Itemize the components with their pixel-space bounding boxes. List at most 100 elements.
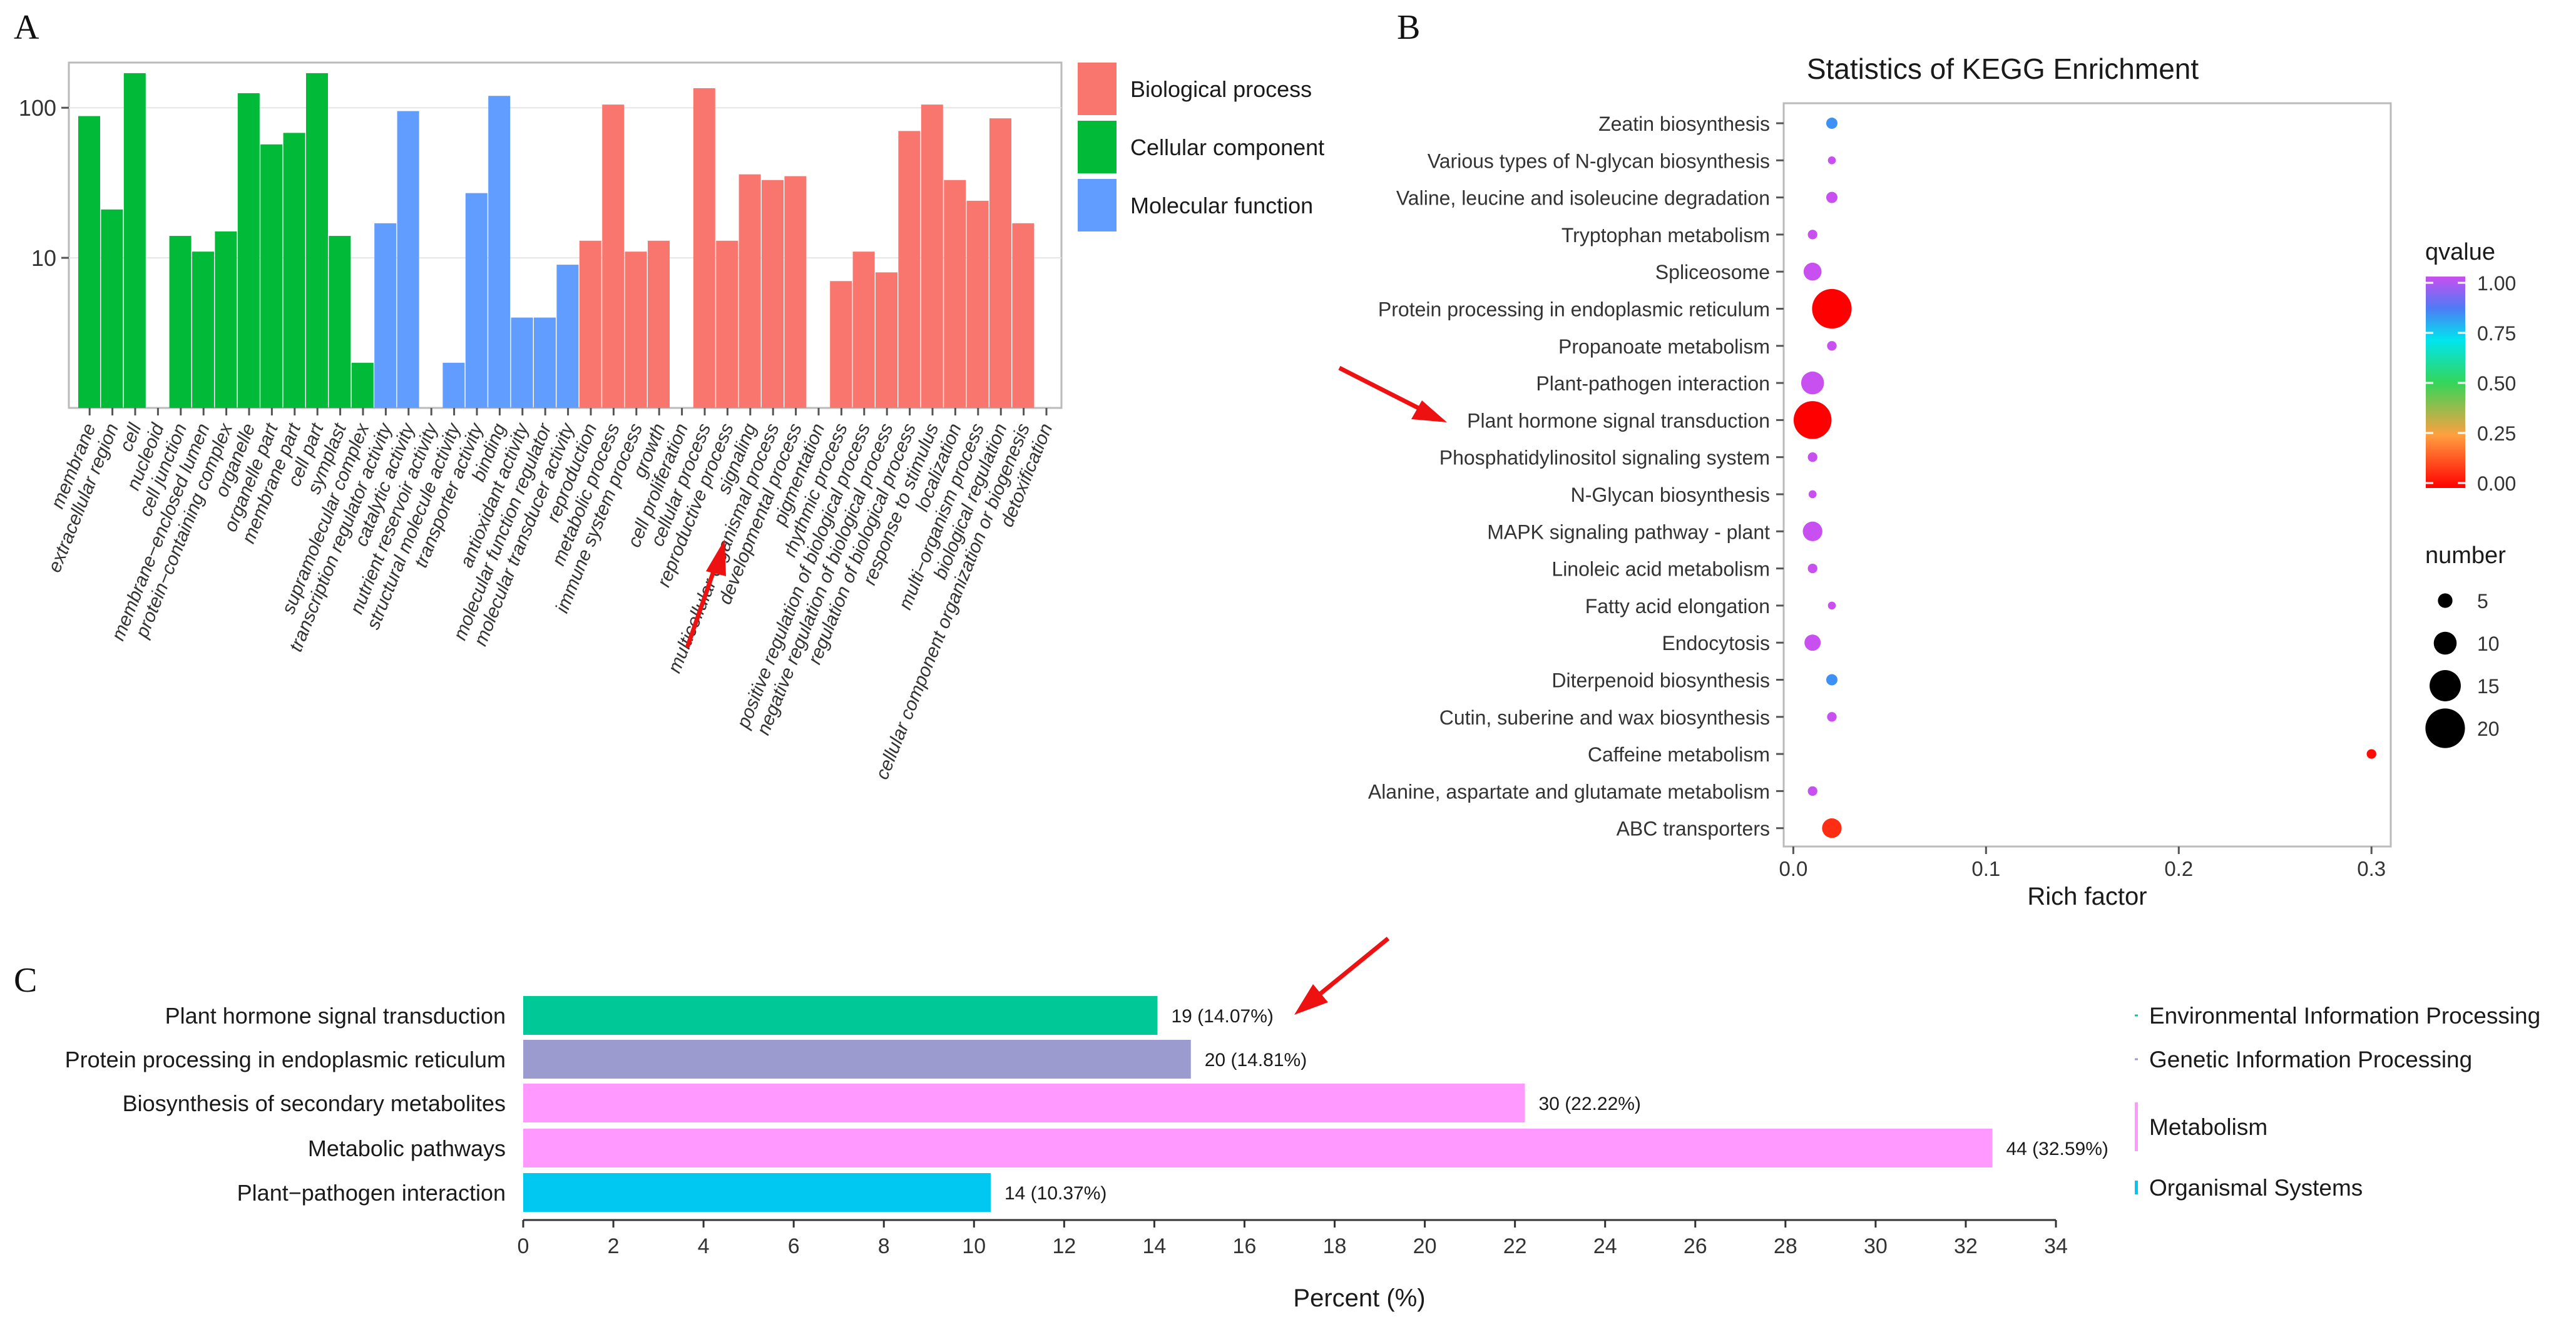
kegg-class-x-tick-label: 14	[1142, 1234, 1166, 1258]
go-bar	[374, 223, 397, 408]
kegg-x-tick-label: 0.0	[1779, 857, 1807, 880]
go-y-tick-label: 100	[19, 95, 56, 121]
kegg-point	[1822, 818, 1842, 838]
kegg-pathway-label: Zeatin biosynthesis	[1598, 113, 1770, 135]
go-bar	[215, 231, 237, 408]
kegg-points	[1793, 118, 2376, 838]
go-bar	[442, 362, 465, 408]
number-legend-dot	[2438, 593, 2453, 608]
go-bar	[852, 252, 875, 408]
kegg-class-x-tick-label: 6	[788, 1234, 800, 1258]
kegg-class-bar-value: 14 (10.37%)	[1004, 1183, 1107, 1204]
qvalue-legend-title: qvalue	[2425, 239, 2495, 265]
go-bar	[169, 236, 192, 408]
kegg-x-label: Rich factor	[2027, 883, 2147, 910]
kegg-point	[1801, 371, 1824, 395]
kegg-point	[1808, 490, 1817, 499]
kegg-pathway-label: Various types of N-glycan biosynthesis	[1428, 150, 1770, 172]
go-bar	[625, 252, 647, 408]
kegg-pathway-label: Endocytosis	[1662, 632, 1770, 654]
number-legend-label: 15	[2477, 675, 2500, 698]
kegg-pathway-label: Fatty acid elongation	[1585, 595, 1770, 618]
kegg-class-x-tick-label: 26	[1684, 1234, 1707, 1258]
kegg-pathway-label: ABC transporters	[1617, 818, 1770, 840]
kegg-class-bars: 19 (14.07%) Plant hormone signal transduc…	[65, 996, 2108, 1212]
kegg-point	[2366, 749, 2376, 759]
kegg-pathway-label: Spliceosome	[1655, 261, 1770, 283]
go-bar	[397, 111, 419, 408]
kegg-class-x-label: Percent (%)	[1293, 1284, 1425, 1312]
panel-c-letter: C	[14, 961, 37, 1000]
go-bar	[101, 209, 123, 408]
panel-b-red-arrow	[1338, 365, 1447, 422]
go-y-axis: 10 100	[19, 95, 69, 271]
go-bar	[511, 317, 533, 408]
kegg-point	[1804, 634, 1821, 651]
kegg-pathway-label: Plant-pathogen interaction	[1536, 372, 1770, 395]
kegg-class-x-tick-label: 24	[1593, 1234, 1617, 1258]
kegg-class-x-tick-label: 4	[698, 1234, 710, 1258]
kegg-class-x-tick-label: 20	[1413, 1234, 1437, 1258]
go-bar	[648, 240, 670, 408]
kegg-class-legend-swatch	[2135, 1102, 2138, 1151]
go-bar	[876, 272, 897, 408]
kegg-pathway-label: Caffeine metabolism	[1588, 743, 1770, 766]
kegg-class-legend-swatch	[2135, 1181, 2138, 1194]
kegg-class-bar-label: Plant−pathogen interaction	[237, 1180, 506, 1206]
kegg-x-tick-label: 0.2	[2164, 857, 2193, 880]
number-legend-dot	[2433, 631, 2457, 655]
go-bar	[693, 88, 715, 408]
kegg-class-bar-value: 19 (14.07%)	[1171, 1006, 1273, 1027]
go-bar	[78, 116, 100, 408]
go-bar	[1012, 223, 1035, 408]
kegg-point	[1826, 674, 1837, 686]
qvalue-tick-label: 0.50	[2477, 372, 2516, 395]
number-legend-label: 10	[2477, 633, 2500, 655]
go-legend-label: Cellular component	[1130, 135, 1324, 160]
kegg-class-x-tick-label: 0	[518, 1234, 529, 1258]
kegg-point	[1807, 563, 1817, 574]
kegg-pathway-label: Valine, leucine and isoleucine degradati…	[1396, 187, 1770, 210]
go-bar	[921, 104, 943, 408]
number-legend-dot	[2430, 670, 2461, 701]
kegg-class-x-tick-label: 8	[878, 1234, 890, 1258]
kegg-class-legend-label: Organismal Systems	[2149, 1175, 2363, 1201]
number-legend-label: 5	[2477, 590, 2488, 613]
number-legend-items: 5 10 15 20	[2425, 590, 2500, 748]
kegg-point	[1827, 156, 1836, 165]
kegg-class-x-tick-label: 10	[962, 1234, 986, 1258]
go-bar	[716, 240, 739, 408]
go-bar	[966, 200, 989, 408]
kegg-x-tick-label: 0.1	[1971, 857, 2000, 880]
kegg-point	[1826, 118, 1837, 129]
panel-c-red-arrow	[1294, 937, 1390, 1015]
go-bar	[739, 174, 761, 408]
kegg-plot-frame	[1782, 102, 2392, 848]
kegg-pathway-label: Cutin, suberine and wax biosynthesis	[1439, 706, 1770, 729]
kegg-pathway-rows: Zeatin biosynthesis Various types of N-gl…	[1368, 113, 1784, 840]
kegg-pathway-label: Alanine, aspartate and glutamate metabol…	[1368, 780, 1770, 803]
qvalue-tick-label: 0.00	[2477, 472, 2516, 495]
qvalue-tick-label: 0.75	[2477, 322, 2516, 345]
kegg-class-legend: Environmental Information Processing Gene…	[2135, 1003, 2540, 1201]
kegg-class-x-tick-label: 18	[1323, 1234, 1347, 1258]
number-legend-dot	[2425, 708, 2465, 748]
panel-b-letter: B	[1397, 8, 1420, 47]
kegg-pathway-label: Protein processing in endoplasmic reticu…	[1378, 298, 1770, 321]
go-bar	[192, 252, 214, 408]
kegg-class-bar-value: 20 (14.81%)	[1205, 1050, 1307, 1070]
kegg-point	[1807, 786, 1817, 796]
kegg-x-tick-label: 0.3	[2357, 857, 2386, 880]
kegg-pathway-label: Plant hormone signal transduction	[1467, 409, 1770, 432]
go-legend-label: Molecular function	[1130, 193, 1313, 218]
go-legend-swatch	[1078, 63, 1117, 115]
go-legend-label: Biological process	[1130, 76, 1312, 102]
go-bar	[488, 96, 511, 409]
kegg-class-x-tick-label: 32	[1954, 1234, 1978, 1258]
go-bar	[329, 236, 351, 408]
go-bar	[830, 281, 852, 408]
go-bar	[306, 73, 328, 408]
go-legend-swatch	[1078, 179, 1117, 231]
kegg-point	[1807, 230, 1817, 240]
